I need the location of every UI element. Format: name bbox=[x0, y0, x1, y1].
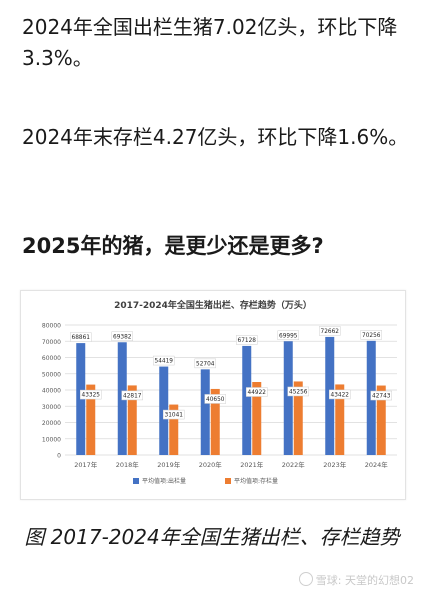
legend-swatch bbox=[225, 478, 231, 484]
y-tick-label: 60000 bbox=[42, 355, 61, 362]
data-label-box bbox=[153, 355, 175, 366]
bar-slaughter bbox=[200, 369, 210, 455]
data-label-box bbox=[360, 330, 382, 340]
bar-inventory bbox=[335, 384, 345, 455]
data-label-box bbox=[319, 326, 341, 336]
y-tick-label: 30000 bbox=[42, 404, 61, 411]
data-label: 31041 bbox=[165, 413, 184, 419]
bar-inventory bbox=[127, 385, 137, 455]
data-label-box bbox=[236, 335, 258, 345]
data-label-box bbox=[121, 390, 143, 401]
data-label: 69382 bbox=[113, 334, 132, 340]
snowball-logo-icon bbox=[298, 572, 313, 586]
bar-inventory bbox=[293, 381, 303, 455]
data-label: 42743 bbox=[372, 394, 391, 400]
data-label-box bbox=[329, 389, 351, 400]
data-label: 42817 bbox=[123, 393, 142, 399]
data-label: 52704 bbox=[196, 361, 215, 367]
summary-inventory-text: 2024年末存栏4.27亿头，环比下降1.6%。 bbox=[22, 125, 409, 149]
bar-chart: 2017-2024年全国生猪出栏、存栏趋势（万头） 0 10000 20000 3000… bbox=[42, 299, 397, 485]
bar-slaughter bbox=[283, 341, 293, 455]
data-label: 70256 bbox=[362, 333, 381, 339]
figure-caption: 图 2017-2024年全国生猪出栏、存栏趋势 bbox=[24, 525, 400, 549]
bar-inventory bbox=[210, 388, 220, 455]
bar-inventory bbox=[252, 382, 262, 455]
data-label: 43422 bbox=[331, 392, 350, 398]
x-tick-label: 2022年 bbox=[282, 460, 306, 469]
x-tick-label: 2021年 bbox=[240, 460, 264, 469]
bar-slaughter bbox=[242, 345, 252, 455]
data-label-box bbox=[370, 390, 392, 401]
x-tick-label: 2018年 bbox=[116, 460, 140, 469]
data-label: 40650 bbox=[206, 397, 225, 403]
section-heading: 2025年的猪，是更少还是更多? bbox=[22, 234, 324, 258]
watermark: 雪球: 天堂的幻想02 bbox=[298, 572, 414, 588]
y-tick-label: 0 bbox=[57, 453, 61, 460]
data-label-box bbox=[277, 330, 299, 341]
data-label-box bbox=[246, 387, 268, 397]
data-label-box bbox=[111, 331, 133, 342]
data-label: 54419 bbox=[155, 359, 174, 365]
data-label-box bbox=[287, 386, 309, 397]
data-label-box bbox=[80, 389, 102, 400]
data-label: 67128 bbox=[238, 338, 257, 344]
y-tick-label: 20000 bbox=[42, 420, 61, 427]
bar-inventory bbox=[169, 404, 179, 455]
data-label: 69995 bbox=[279, 333, 298, 339]
data-label-box bbox=[204, 394, 226, 404]
legend-label: 平均值项:存栏量 bbox=[234, 477, 278, 485]
y-tick-label: 80000 bbox=[42, 323, 61, 330]
y-tick-label: 70000 bbox=[42, 339, 61, 346]
y-tick-label: 40000 bbox=[42, 388, 61, 395]
data-label: 43325 bbox=[82, 393, 101, 399]
y-tick-label: 10000 bbox=[42, 436, 61, 443]
x-tick-label: 2020年 bbox=[199, 460, 223, 469]
data-label: 72662 bbox=[321, 329, 340, 335]
data-label: 68861 bbox=[72, 335, 91, 341]
legend-label: 平均值项:出栏量 bbox=[142, 477, 186, 485]
chart-card: 2017-2024年全国生猪出栏、存栏趋势（万头） 0 10000 20000 3000… bbox=[20, 290, 406, 500]
bar-inventory bbox=[86, 384, 96, 455]
data-label-box bbox=[163, 409, 185, 420]
watermark-text: 雪球: 天堂的幻想02 bbox=[315, 574, 414, 587]
x-tick-label: 2023年 bbox=[323, 460, 347, 469]
legend-swatch bbox=[133, 478, 139, 484]
data-label-box bbox=[70, 332, 92, 342]
x-tick-label: 2017年 bbox=[74, 460, 98, 469]
data-label: 45256 bbox=[289, 389, 308, 395]
bar-inventory bbox=[376, 385, 386, 455]
y-tick-label: 50000 bbox=[42, 371, 61, 378]
x-tick-label: 2019年 bbox=[157, 460, 181, 469]
summary-slaughter-text: 2024年全国出栏生猪7.02亿头，环比下降3.3%。 bbox=[22, 15, 398, 70]
data-label-box bbox=[194, 358, 216, 369]
chart-title: 2017-2024年全国生猪出栏、存栏趋势（万头） bbox=[114, 299, 312, 311]
x-tick-label: 2024年 bbox=[365, 460, 389, 469]
data-label: 44922 bbox=[248, 390, 267, 396]
